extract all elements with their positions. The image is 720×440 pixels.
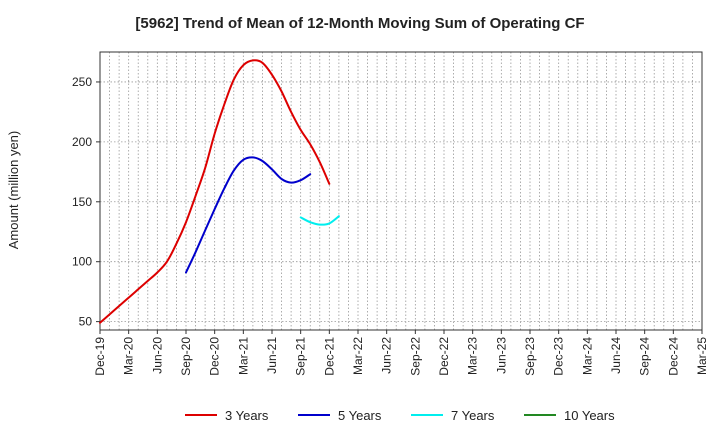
x-tick-label: Dec-19 <box>93 337 107 376</box>
x-tick-label: Mar-20 <box>122 337 136 375</box>
x-tick-label: Sep-21 <box>294 337 308 376</box>
legend-label-3-years: 3 Years <box>225 408 269 423</box>
x-tick-label: Mar-21 <box>236 337 250 375</box>
x-tick-label: Dec-22 <box>437 337 451 376</box>
x-tick-label: Mar-24 <box>580 337 594 375</box>
legend-label-5-years: 5 Years <box>338 408 382 423</box>
x-tick-label: Dec-21 <box>322 337 336 376</box>
legend-label-7-years: 7 Years <box>451 408 495 423</box>
x-tick-label: Jun-20 <box>150 337 164 374</box>
x-tick-label: Dec-20 <box>208 337 222 376</box>
plot-frame <box>99 51 703 331</box>
x-tick-label: Jun-23 <box>494 337 508 374</box>
y-tick-label: 200 <box>72 135 92 149</box>
y-tick-labels: 50 100 150 200 250 <box>72 75 100 329</box>
x-tick-label: Sep-20 <box>179 337 193 376</box>
y-tick-label: 100 <box>72 255 92 269</box>
x-tick-label: Sep-24 <box>638 337 652 376</box>
x-tick-label: Sep-22 <box>408 337 422 376</box>
x-tick-label: Jun-22 <box>380 337 394 374</box>
x-tick-label: Jun-21 <box>265 337 279 374</box>
x-tick-label: Dec-24 <box>666 337 680 376</box>
y-tick-label: 50 <box>79 315 93 329</box>
y-axis-label: Amount (million yen) <box>6 131 21 250</box>
x-tick-label: Mar-22 <box>351 337 365 375</box>
grid <box>100 52 702 330</box>
legend-label-10-years: 10 Years <box>564 408 615 423</box>
x-tick-label: Sep-23 <box>523 337 537 376</box>
x-tick-label: Jun-24 <box>609 337 623 374</box>
x-tick-label: Dec-23 <box>552 337 566 376</box>
x-tick-label: Mar-25 <box>695 337 709 375</box>
x-tick-label: Mar-23 <box>466 337 480 375</box>
series-line-7-years <box>299 215 340 226</box>
series-layer <box>99 59 340 324</box>
chart-title: [5962] Trend of Mean of 12-Month Moving … <box>135 15 584 32</box>
series-line-5-years <box>185 156 312 274</box>
legend: 3 Years 5 Years 7 Years 10 Years <box>185 408 615 423</box>
series-line-3-years <box>99 59 331 324</box>
x-tick-labels: Dec-19 Mar-20 Jun-20 Sep-20 Dec-20 Mar-21 Jun-… <box>93 330 709 376</box>
y-tick-label: 250 <box>72 75 92 89</box>
y-tick-label: 150 <box>72 195 92 209</box>
